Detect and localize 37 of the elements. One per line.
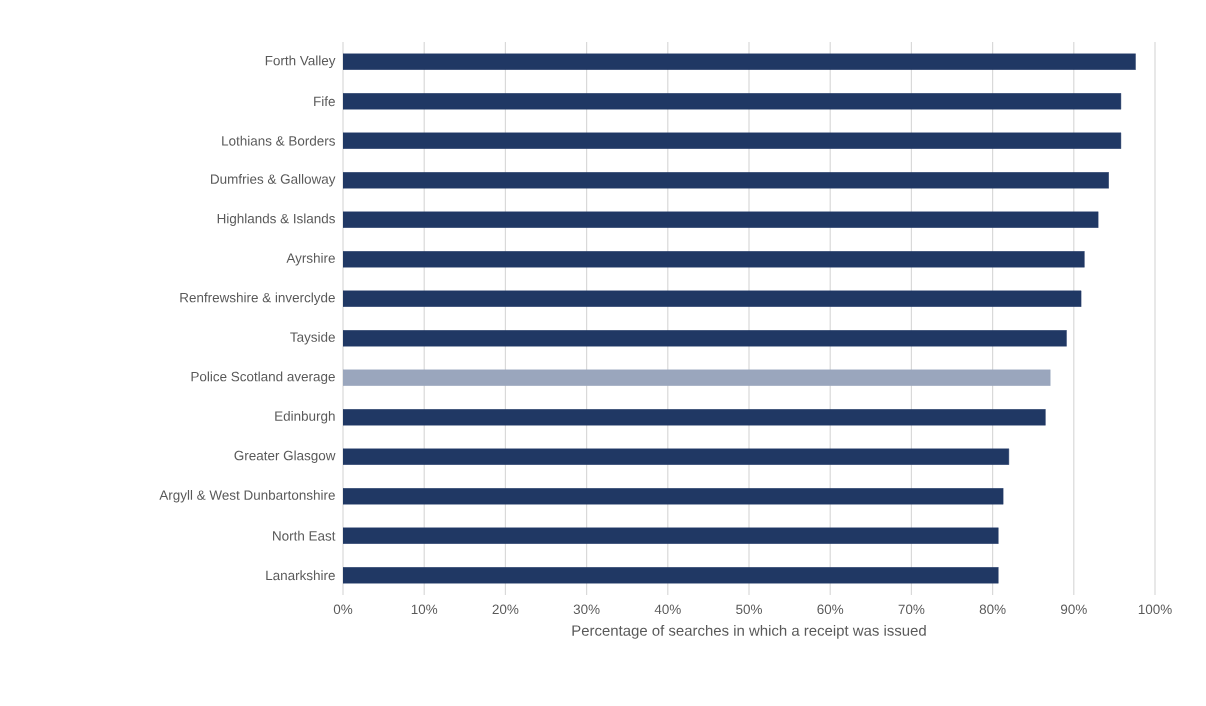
x-tick-label: 0% [333,604,353,615]
y-tick-label: Highlands & Islands [217,213,335,227]
y-tick-label: Renfrewshire & inverclyde [180,292,335,306]
y-tick-label: Police Scotland average [191,371,335,385]
y-tick-label: Lanarkshire [266,570,335,581]
x-tick-label: 100% [1138,604,1172,615]
x-tick-label: 90% [1060,604,1087,615]
bar [343,527,999,544]
x-tick-label: 40% [654,604,681,615]
y-tick-label: Forth Valley [265,55,336,69]
y-tick-label: Dumfries & Galloway [211,173,336,187]
x-tick-label: 10% [411,604,438,615]
bar [343,211,1099,228]
x-axis-title: Percentage of searches in which a receipt was issued [572,624,926,639]
y-tick-label: Ayrshire [286,252,335,266]
bar [343,488,1004,505]
bar [343,290,1082,307]
bar [343,172,1109,189]
bar [343,53,1136,70]
x-tick-label: 60% [817,604,844,615]
x-tick-label: 80% [979,604,1006,615]
y-tick-label: Greater Glasgow [234,450,336,464]
bar [343,369,1051,386]
y-tick-label: Edinburgh [275,410,335,424]
y-tick-label: Tayside [290,331,335,345]
bar [343,567,999,584]
y-tick-label: Fife [314,96,335,107]
y-tick-label: Lothians & Borders [222,135,335,146]
bar [343,251,1085,268]
bar [343,330,1067,347]
x-tick-label: 30% [573,604,600,615]
x-tick-label: 20% [492,604,519,615]
bar [343,409,1046,426]
x-tick-label: 70% [898,604,925,615]
y-tick-label: Argyll & West Dunbartonshire [159,489,335,503]
x-tick-label: 50% [736,604,762,615]
y-tick-label: North East [273,530,336,541]
